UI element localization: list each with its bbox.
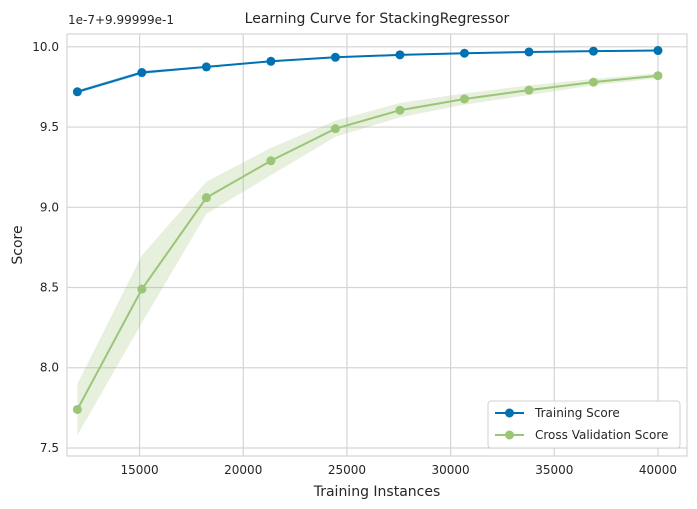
data-point [395, 105, 405, 115]
series-points [72, 46, 663, 414]
data-point [72, 404, 82, 414]
series-line-0 [77, 49, 658, 93]
data-point [330, 52, 340, 62]
data-point [330, 124, 340, 134]
x-axis-title: Training Instances [313, 484, 441, 500]
legend-label-training: Training Score [534, 406, 620, 420]
x-tick-label: 25000 [328, 463, 366, 477]
x-tick-label: 30000 [432, 463, 470, 477]
legend-swatch-training-marker [505, 408, 514, 418]
series-line-1 [76, 74, 659, 410]
data-point [201, 193, 211, 203]
y-tick-label: 9.5 [40, 120, 59, 134]
legend: Training Score Cross Validation Score [487, 400, 681, 449]
data-point [137, 284, 147, 294]
data-point [459, 94, 469, 104]
data-point [266, 156, 276, 166]
series-lines [76, 49, 659, 410]
data-point [653, 46, 663, 56]
y-tick-label: 8.0 [40, 361, 59, 375]
data-point [459, 48, 469, 58]
y-tick-label: 9.0 [40, 200, 59, 214]
x-tick-labels: 15000 20000 25000 30000 35000 40000 [120, 463, 677, 477]
chart-title: Learning Curve for StackingRegressor [245, 11, 510, 27]
y-axis-title: Score [10, 225, 26, 264]
y-offset-label: 1e-7+9.99999e-1 [68, 13, 174, 27]
data-point [395, 50, 405, 60]
y-tick-label: 10.0 [32, 40, 59, 54]
y-tick-label: 8.5 [40, 281, 59, 295]
data-point [524, 47, 534, 57]
data-point [653, 71, 663, 81]
data-point [201, 62, 211, 72]
plot-area [66, 33, 688, 457]
data-point [588, 46, 598, 56]
x-tick-label: 15000 [120, 463, 158, 477]
data-point [72, 87, 82, 97]
legend-box [487, 400, 681, 449]
x-tick-label: 40000 [639, 463, 677, 477]
x-tick-label: 35000 [535, 463, 573, 477]
y-tick-label: 7.5 [40, 441, 59, 455]
data-point [524, 85, 534, 95]
data-point [137, 68, 147, 78]
legend-label-cv: Cross Validation Score [535, 428, 668, 442]
y-tick-labels: 7.5 8.0 8.5 9.0 9.5 10.0 [32, 40, 59, 455]
x-tick-label: 20000 [224, 463, 262, 477]
legend-swatch-cv-marker [505, 430, 514, 440]
data-point [266, 56, 276, 66]
data-point [588, 77, 598, 87]
